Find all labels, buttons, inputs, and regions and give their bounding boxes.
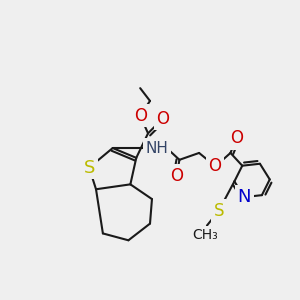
Text: CH₃: CH₃	[192, 228, 218, 242]
Text: O: O	[208, 157, 221, 175]
Text: NH: NH	[146, 140, 168, 155]
Text: S: S	[83, 159, 95, 177]
Text: S: S	[214, 202, 224, 220]
Text: O: O	[170, 167, 183, 184]
Text: O: O	[134, 106, 147, 124]
Text: O: O	[230, 129, 243, 147]
Text: O: O	[156, 110, 169, 128]
Text: N: N	[238, 188, 251, 206]
